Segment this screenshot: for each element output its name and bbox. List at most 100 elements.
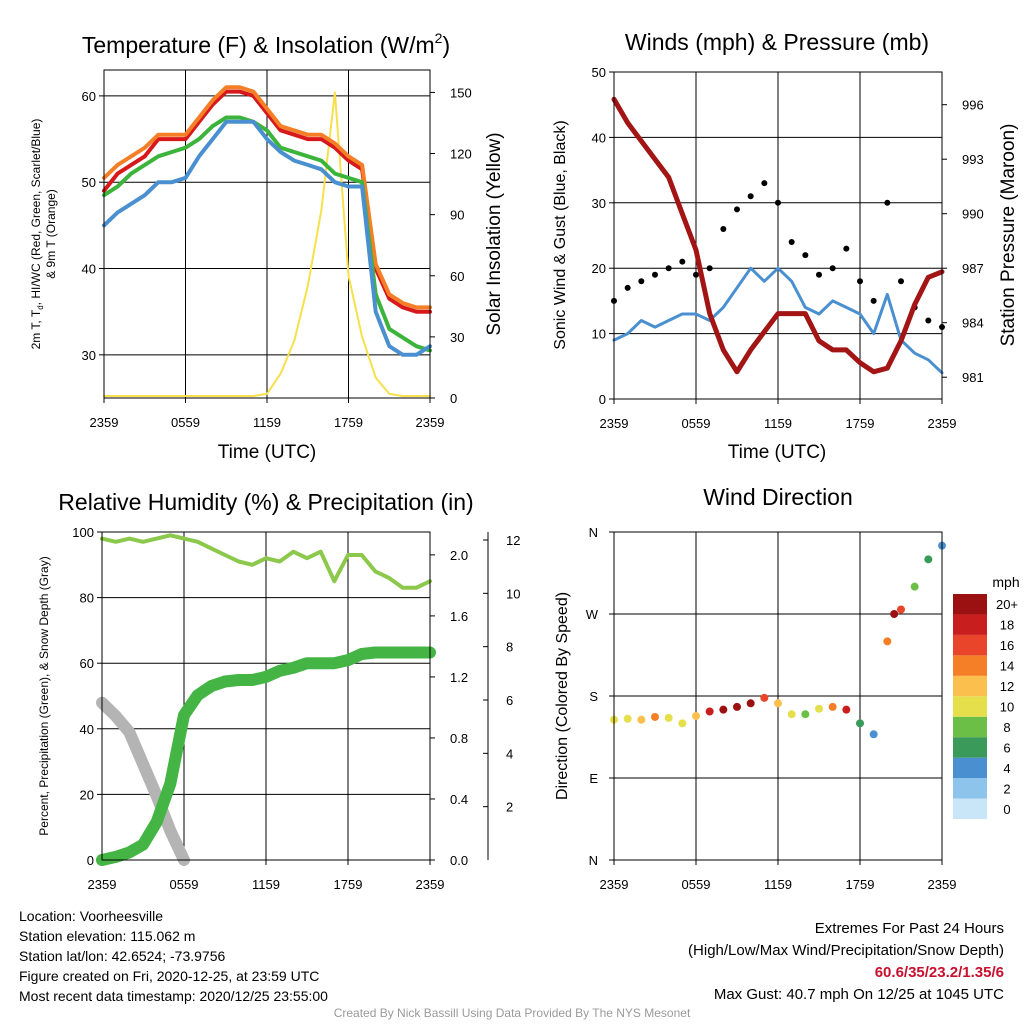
y-tick-label: N: [589, 525, 598, 540]
y-tick-label: 50: [592, 65, 606, 80]
y2-tick-label: 0.8: [450, 731, 468, 746]
snow-depth-line: [96, 696, 190, 866]
direction-point: [760, 693, 769, 702]
wind-lines: [611, 96, 945, 375]
y2-tick-label: 1.6: [450, 609, 468, 624]
series-blue-line: [102, 119, 432, 357]
temp-frame: [103, 69, 431, 399]
y2-tick-label: 981: [962, 370, 984, 385]
rh-panel: Relative Humidity (%) & Precipitation (i…: [37, 489, 520, 892]
extremes-legend: (High/Low/Max Wind/Precipitation/Snow De…: [688, 942, 1004, 959]
info-created: Figure created on Fri, 2020-12-25, at 23…: [19, 968, 320, 984]
direction-point: [774, 699, 782, 708]
y-tick-label: N: [589, 853, 598, 868]
gust-point: [679, 258, 686, 265]
gust-point: [775, 199, 781, 206]
direction-point: [869, 730, 878, 739]
gust-point: [898, 278, 904, 285]
temp-title: Temperature (F) & Insolation (W/m2): [82, 30, 450, 58]
gust-point: [638, 278, 645, 285]
y2-tick-label: 993: [962, 152, 984, 167]
direction-point: [890, 610, 899, 618]
direction-point: [678, 719, 687, 728]
y2-tick-label: 30: [450, 330, 464, 345]
dir-title: Wind Direction: [703, 484, 853, 510]
extremes-info: Extremes For Past 24 Hours (High/Low/Max…: [688, 918, 1004, 1006]
gust-point: [734, 206, 740, 213]
extremes-heading: Extremes For Past 24 Hours: [814, 920, 1004, 937]
gust-point: [652, 271, 658, 278]
precipitation-line: [96, 646, 436, 866]
colorbar-swatch: [953, 798, 987, 819]
colorbar-swatch: [953, 737, 987, 758]
info-location: Location: Voorheesville: [19, 908, 163, 924]
x-tick-label: 2359: [928, 877, 957, 892]
direction-point: [842, 705, 851, 714]
y-tick-label: 30: [82, 348, 96, 363]
x-tick-label: 2359: [90, 415, 119, 430]
y2-tick-label: 120: [450, 147, 472, 162]
x-tick-label: 1759: [846, 416, 875, 431]
y-tick-label: 30: [592, 196, 606, 211]
y2-tick-label: 996: [962, 98, 984, 113]
gust-point: [857, 278, 863, 285]
direction-point: [828, 702, 837, 711]
pressure-line: [611, 96, 945, 375]
y-tick-label: S: [589, 689, 598, 704]
dir-ylabel: Direction (Colored By Speed): [554, 592, 571, 800]
gust-point: [693, 271, 699, 278]
wind-panel: Winds (mph) & Pressure (mb) 2359 0559 1159…: [552, 29, 1019, 463]
temp-grid: [104, 70, 430, 398]
direction-point: [815, 704, 823, 713]
direction-point: [719, 705, 728, 714]
x-tick-label: 1159: [252, 877, 280, 892]
gust-point: [925, 317, 932, 324]
dir-frame: [613, 531, 943, 861]
y-tick-label: E: [589, 771, 598, 786]
y-tick-label: 40: [592, 130, 606, 145]
x-tick-label: 0559: [682, 416, 711, 431]
colorbar-label: 16: [1000, 638, 1014, 653]
direction-point: [897, 605, 905, 614]
colorbar-label: 14: [1000, 659, 1014, 674]
temp-ticks: 2359 0559 1159 1759 2359 30 40 50 60 0 30 60 90 120 15…: [82, 85, 472, 430]
gust-point: [706, 265, 713, 272]
gust-point: [720, 225, 727, 232]
colorbar-swatch: [953, 655, 987, 676]
y3-tick-label: 8: [506, 640, 513, 655]
y-tick-label: 60: [80, 656, 94, 671]
dir-grid: [614, 532, 942, 860]
x-tick-label: 1159: [253, 415, 281, 430]
max-gust: Max Gust: 40.7 mph On 12/25 at 1045 UTC: [713, 986, 1004, 1003]
direction-point: [623, 714, 632, 723]
rh-lines: [96, 533, 436, 866]
gust-point: [788, 239, 795, 246]
direction-point: [733, 702, 741, 711]
x-tick-label: 1759: [334, 415, 363, 430]
temp-panel: Temperature (F) & Insolation (W/m2) 2359…: [29, 30, 505, 463]
colorbar-swatch: [953, 716, 987, 738]
y-tick-label: 0: [87, 853, 94, 868]
y3-tick-label: 2: [506, 800, 513, 815]
direction-point: [664, 713, 673, 722]
wind-title: Winds (mph) & Pressure (mb): [625, 29, 929, 55]
wind-ylabel: Sonic Wind & Gust (Blue, Black): [552, 120, 569, 349]
colorbar-swatch: [953, 614, 987, 635]
colorbar-title: mph: [992, 574, 1019, 590]
wind-y2label: Station Pressure (Maroon): [998, 124, 1019, 347]
gust-point: [665, 265, 672, 272]
direction-point: [910, 582, 919, 591]
y2-tick-label: 990: [962, 207, 984, 222]
y3-tick-label: 4: [506, 746, 513, 761]
temp-y2label: Solar Insolation (Yellow): [484, 132, 505, 335]
rh-ticks: 2359 0559 1159 1759 2359 0 20 40 60 80 100 0.0 0.4 0.…: [72, 525, 520, 892]
wind-xlabel: Time (UTC): [728, 442, 827, 463]
direction-point: [883, 637, 892, 646]
y2-tick-label: 0: [450, 391, 457, 406]
relative-humidity-line: [100, 533, 432, 590]
colorbar-swatch: [953, 594, 987, 615]
direction-point: [924, 555, 933, 564]
y-tick-label: 50: [82, 175, 96, 190]
colorbar-label: 8: [1003, 720, 1010, 735]
direction-point: [705, 707, 714, 716]
